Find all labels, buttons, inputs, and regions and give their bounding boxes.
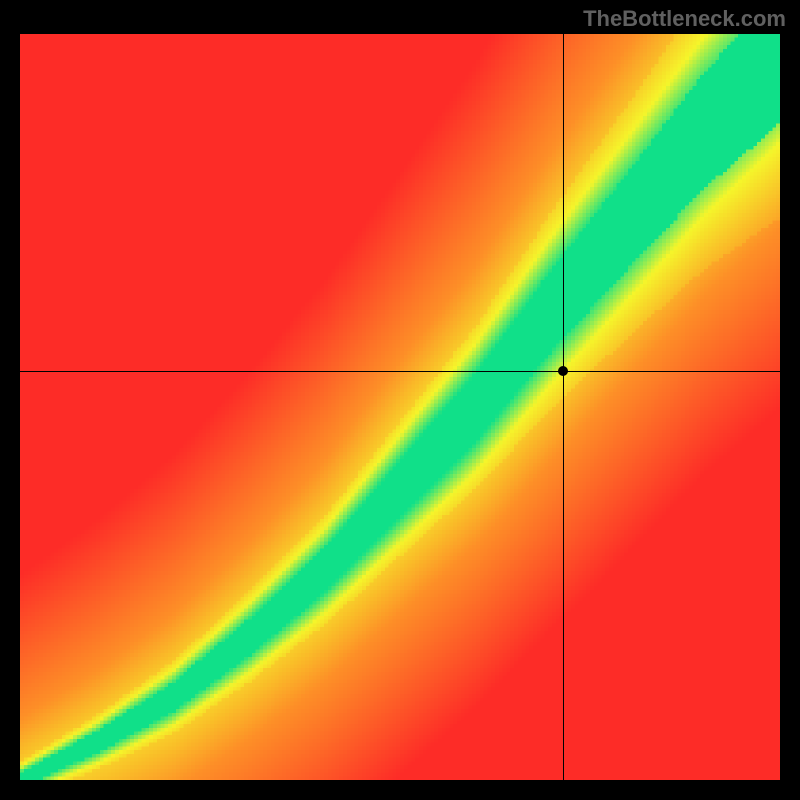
crosshair-vertical — [563, 34, 564, 780]
watermark-text: TheBottleneck.com — [583, 6, 786, 32]
crosshair-horizontal — [20, 371, 780, 372]
crosshair-marker — [558, 366, 568, 376]
bottleneck-heatmap — [20, 34, 780, 780]
chart-container: TheBottleneck.com — [0, 0, 800, 800]
